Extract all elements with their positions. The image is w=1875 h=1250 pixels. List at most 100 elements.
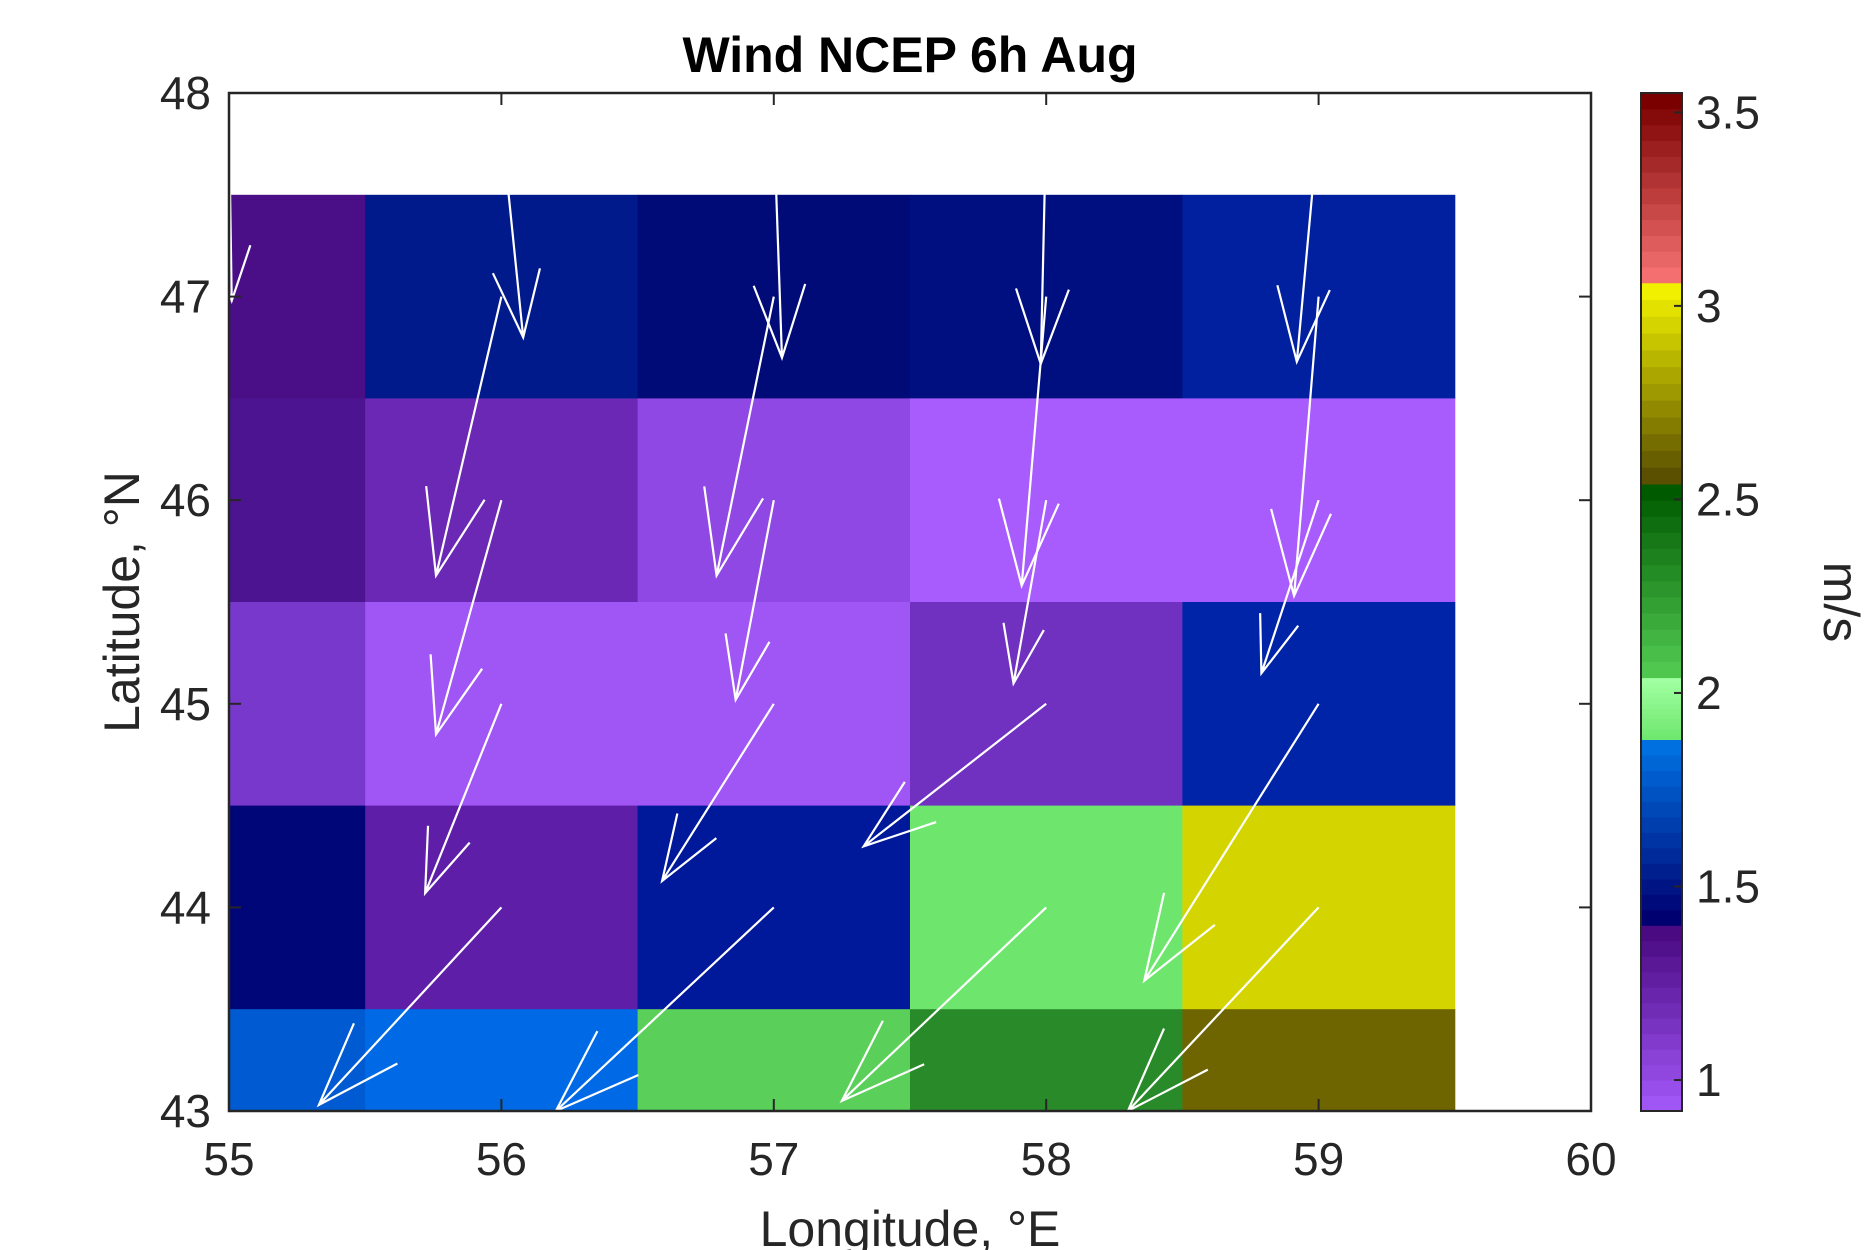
heatmap-cell bbox=[910, 805, 1183, 1010]
heatmap-cell bbox=[229, 194, 366, 399]
colorbar-step bbox=[1641, 770, 1682, 787]
colorbar-step bbox=[1641, 1064, 1682, 1081]
colorbar-step bbox=[1641, 1018, 1682, 1035]
colorbar-step bbox=[1641, 629, 1682, 646]
wind-arrow bbox=[752, 123, 807, 361]
colorbar-step bbox=[1641, 729, 1682, 735]
y-axis-title: Latitude, °N bbox=[94, 471, 150, 733]
colorbar-step bbox=[1641, 863, 1682, 880]
colorbar-tick-label: 3.5 bbox=[1696, 86, 1760, 138]
colorbar-step bbox=[1641, 596, 1682, 614]
colorbar-step bbox=[1641, 971, 1682, 988]
wind-arrow bbox=[423, 703, 503, 897]
wind-arrow bbox=[425, 296, 503, 579]
wind-arrow bbox=[316, 906, 503, 1108]
wind-arrow bbox=[1126, 906, 1320, 1111]
colorbar-step bbox=[1641, 383, 1682, 401]
chart-title: Wind NCEP 6h Aug bbox=[682, 27, 1137, 83]
colorbar-step bbox=[1641, 878, 1682, 895]
heatmap-cell bbox=[1182, 1009, 1456, 1112]
colorbar-step bbox=[1641, 612, 1682, 630]
heatmap-cell bbox=[910, 602, 1183, 807]
colorbar-step bbox=[1641, 251, 1682, 268]
colorbar-step bbox=[1641, 349, 1682, 368]
colorbar-step bbox=[1641, 564, 1682, 582]
heatmap-cell bbox=[229, 602, 366, 807]
x-tick-label: 55 bbox=[203, 1133, 254, 1185]
colorbar-step bbox=[1641, 692, 1682, 699]
colorbar-step bbox=[1641, 400, 1682, 418]
colorbar-step bbox=[1641, 925, 1682, 942]
colorbar-step bbox=[1641, 956, 1682, 973]
colorbar-step bbox=[1641, 739, 1682, 756]
colorbar-tick-label: 3 bbox=[1696, 280, 1722, 332]
wind-arrow bbox=[1002, 500, 1048, 687]
heatmap-cell bbox=[229, 398, 366, 603]
colorbar-step bbox=[1641, 219, 1682, 236]
colorbar-step bbox=[1641, 366, 1682, 384]
heatmap-cell bbox=[910, 1009, 1183, 1112]
wind-arrow bbox=[1142, 703, 1320, 984]
colorbar-step bbox=[1641, 1033, 1682, 1050]
colorbar-step bbox=[1641, 708, 1682, 715]
heatmap-cell bbox=[637, 805, 911, 1010]
colorbar-step bbox=[1641, 500, 1682, 517]
x-axis-title: Longitude, °E bbox=[760, 1201, 1061, 1250]
y-tick-label: 44 bbox=[160, 881, 211, 933]
colorbar-step bbox=[1641, 734, 1682, 741]
colorbar-step bbox=[1641, 940, 1682, 957]
wind-arrow bbox=[1270, 296, 1332, 600]
colorbar-step bbox=[1641, 1080, 1682, 1097]
x-tick-label: 59 bbox=[1293, 1133, 1344, 1185]
wind-arrow bbox=[1276, 123, 1331, 366]
colorbar-step bbox=[1641, 580, 1682, 598]
colorbar-step bbox=[1641, 156, 1682, 173]
colorbar-step bbox=[1641, 909, 1682, 926]
colorbar-step bbox=[1641, 713, 1682, 720]
colorbar-step bbox=[1641, 677, 1682, 684]
wind-arrow bbox=[1259, 499, 1320, 677]
colorbar-step bbox=[1641, 140, 1682, 157]
y-axis-ticks: 43 44 45 46 47 48 bbox=[160, 67, 1591, 1137]
colorbar-step bbox=[1641, 235, 1682, 252]
y-tick-label: 47 bbox=[160, 271, 211, 323]
colorbar-step bbox=[1641, 754, 1682, 771]
colorbar-tick-label: 2.5 bbox=[1696, 473, 1760, 525]
colorbar-tick-label: 2 bbox=[1696, 667, 1722, 719]
heatmap-cells bbox=[229, 194, 1456, 1112]
colorbar-unit-label: m/s bbox=[1813, 562, 1869, 643]
colorbar-step bbox=[1641, 698, 1682, 704]
colorbar-step bbox=[1641, 816, 1682, 833]
colorbar-step bbox=[1641, 203, 1682, 221]
colorbar-step bbox=[1641, 282, 1682, 301]
colorbar-step bbox=[1641, 1002, 1682, 1019]
colorbar-step bbox=[1641, 718, 1682, 725]
colorbar-step bbox=[1641, 332, 1682, 351]
colorbar-step bbox=[1641, 316, 1682, 334]
heatmap-cell bbox=[229, 805, 366, 1010]
wind-arrow bbox=[660, 703, 775, 884]
colorbar-step bbox=[1641, 532, 1682, 550]
colorbar-step bbox=[1641, 645, 1682, 662]
wind-arrow bbox=[554, 906, 775, 1111]
colorbar-step bbox=[1641, 1049, 1682, 1066]
y-tick-label: 43 bbox=[160, 1085, 211, 1137]
colorbar-step bbox=[1641, 987, 1682, 1004]
colorbar-step bbox=[1641, 172, 1682, 189]
colorbar-step bbox=[1641, 450, 1682, 468]
wind-arrow bbox=[724, 499, 775, 703]
colorbar-step bbox=[1641, 894, 1682, 911]
wind-arrow bbox=[429, 499, 503, 738]
colorbar-step bbox=[1641, 785, 1682, 802]
colorbar-frame bbox=[1640, 92, 1683, 1112]
colorbar-step bbox=[1641, 703, 1682, 710]
x-tick-label: 56 bbox=[476, 1133, 527, 1185]
wind-arrow bbox=[491, 123, 542, 341]
colorbar-tick-label: 1.5 bbox=[1696, 860, 1760, 912]
colorbar-step bbox=[1641, 416, 1682, 435]
y-tick-label: 48 bbox=[160, 67, 211, 119]
heatmap-cell bbox=[229, 1009, 366, 1112]
x-axis-ticks: 55 56 57 58 59 60 bbox=[203, 93, 1617, 1185]
colorbar-step bbox=[1641, 847, 1682, 864]
